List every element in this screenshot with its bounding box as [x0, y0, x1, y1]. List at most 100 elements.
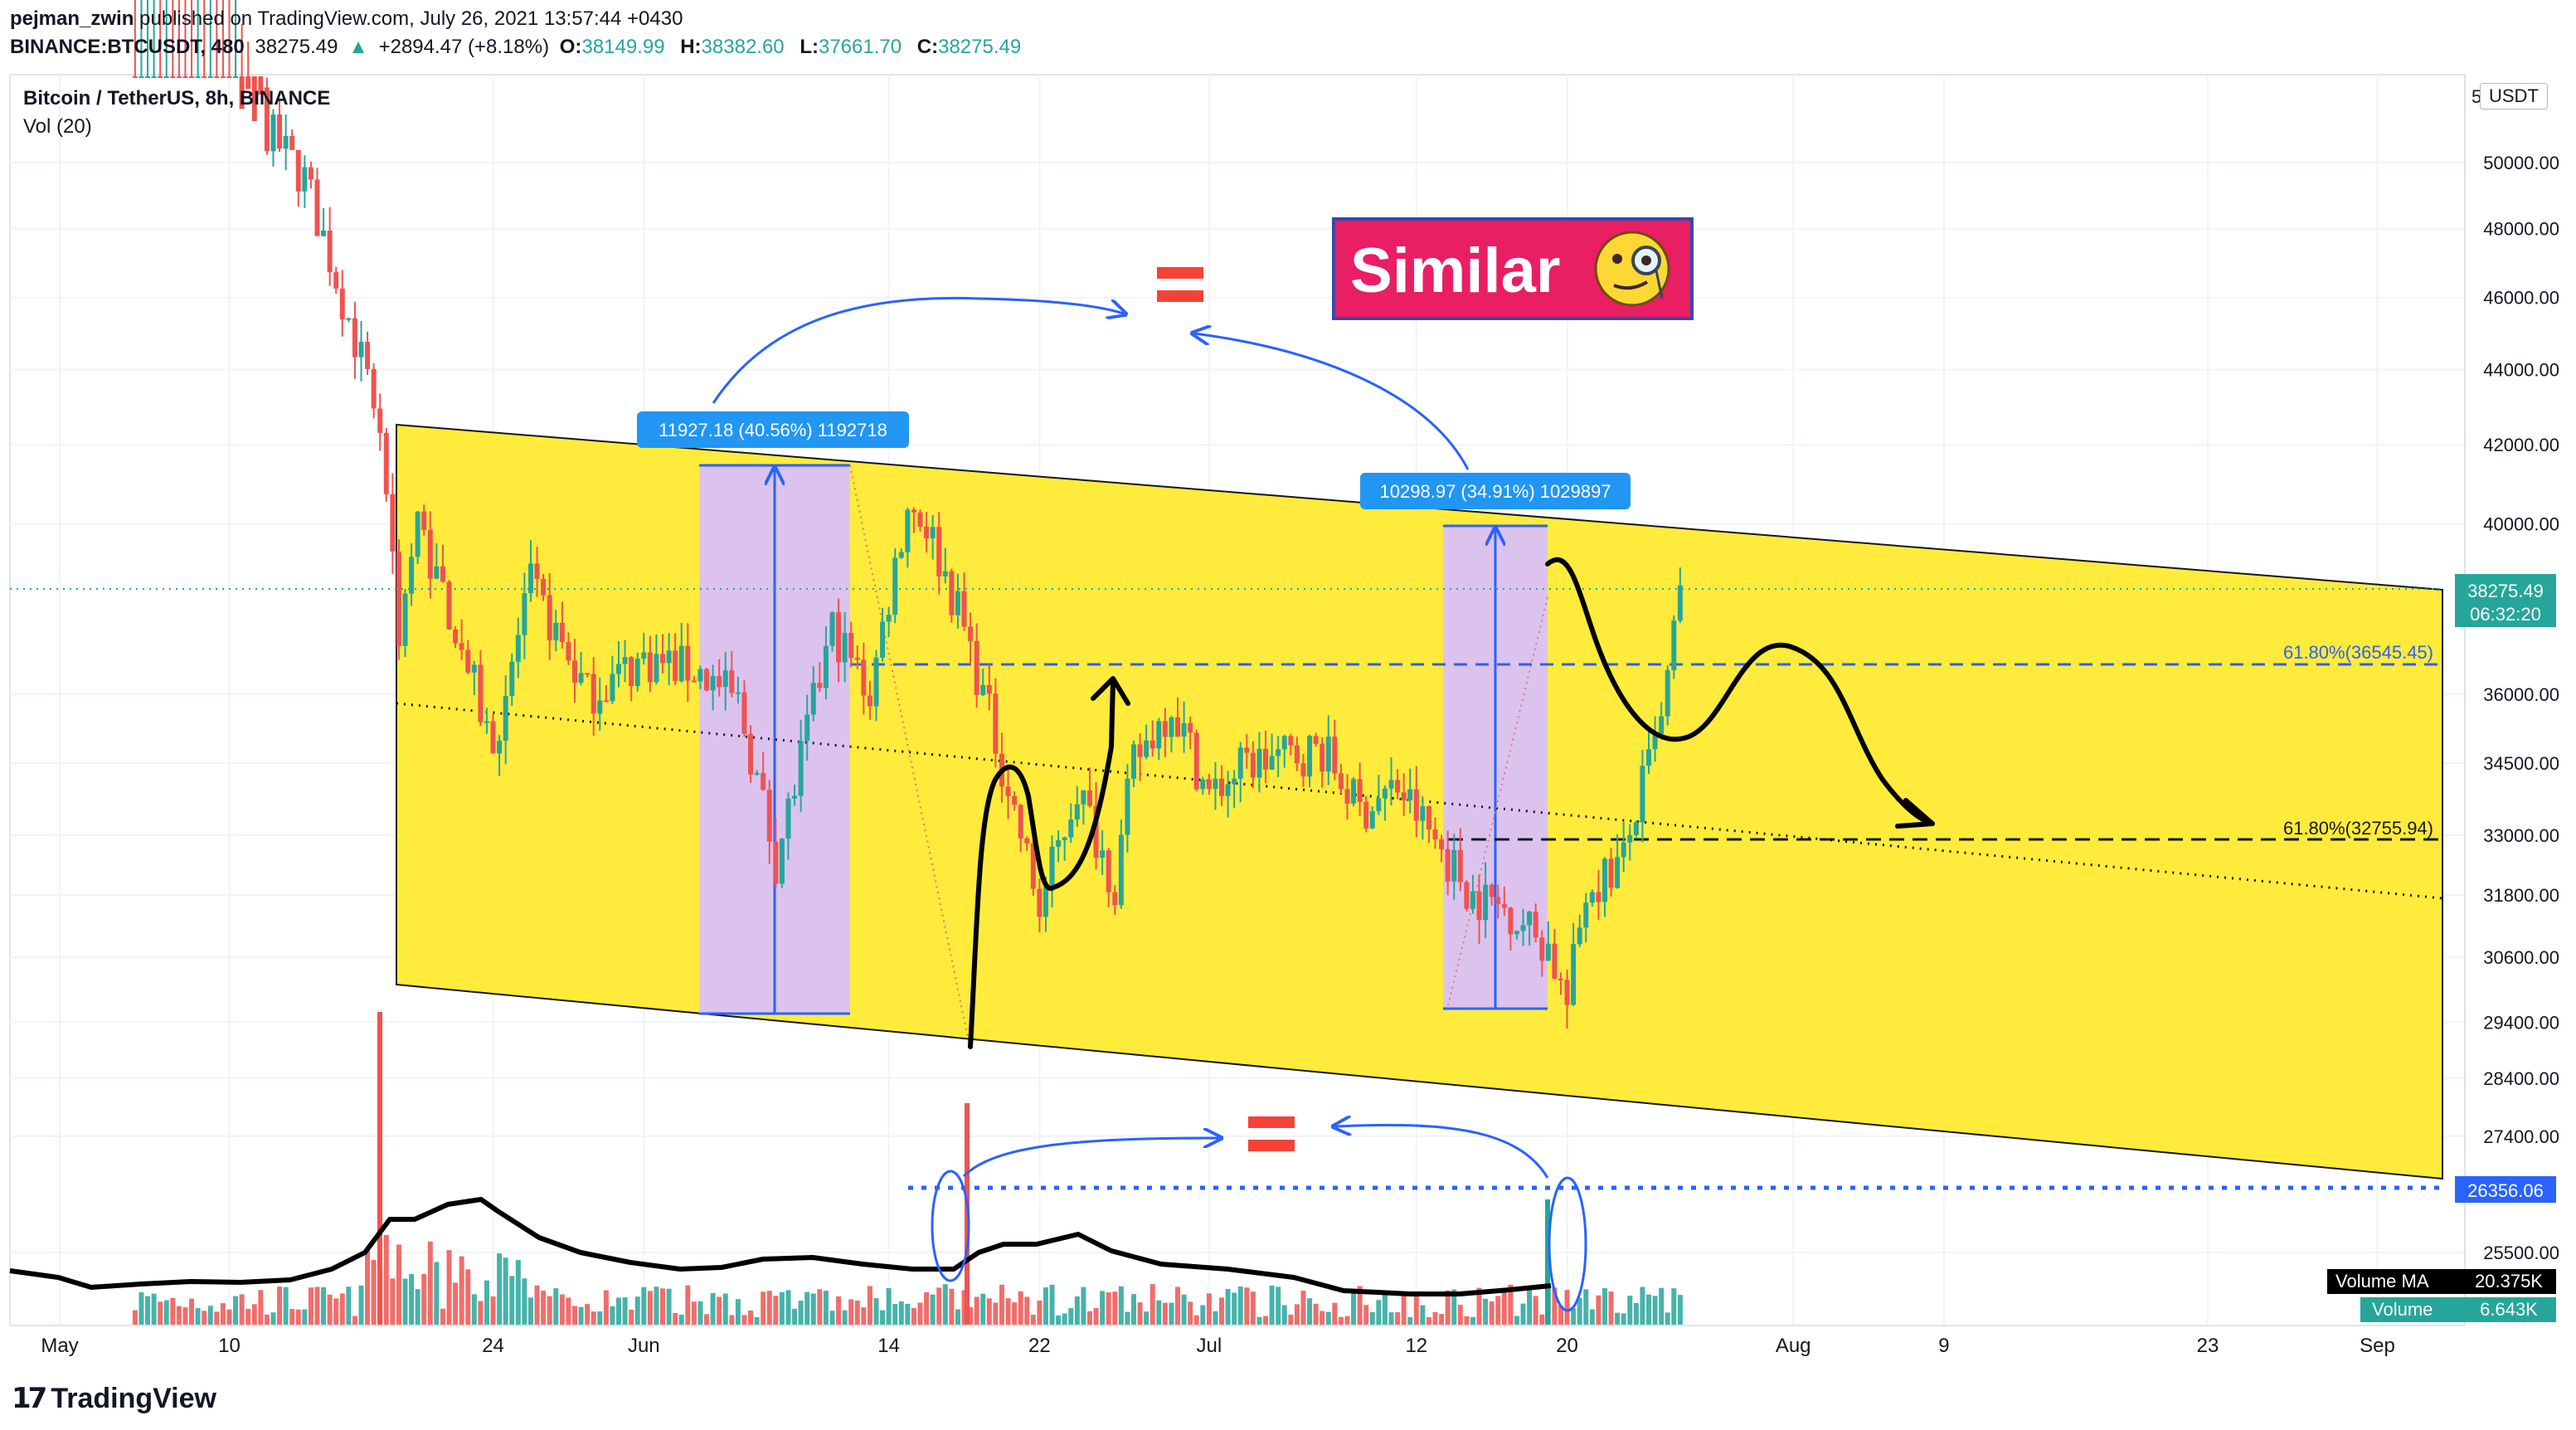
candle-body — [1338, 773, 1344, 790]
volume-bar — [1633, 1302, 1639, 1325]
volume-bar — [465, 1269, 471, 1325]
volume-bar — [1250, 1291, 1256, 1325]
volume-bar — [459, 1256, 464, 1325]
volume-bar — [1495, 1296, 1501, 1325]
volume-bar — [1144, 1311, 1149, 1325]
volume-bar — [503, 1257, 508, 1325]
candle-body — [202, 76, 207, 78]
level-price-tag: 26356.06 — [2455, 1176, 2556, 1203]
candle-body — [1659, 716, 1665, 734]
candle-body — [1344, 789, 1350, 804]
volume-bar — [1313, 1303, 1319, 1325]
candle-body — [139, 76, 144, 78]
candle-body — [754, 772, 760, 775]
time-tick-label: May — [41, 1335, 78, 1357]
candle-body — [634, 659, 640, 687]
volume-bar — [352, 1316, 357, 1325]
candle-body — [1043, 887, 1048, 917]
candle-body — [955, 591, 960, 615]
candle-body — [402, 593, 408, 646]
candle-body — [314, 179, 320, 236]
candle-body — [1237, 747, 1243, 779]
volume-bar — [189, 1298, 195, 1325]
price-axis[interactable] — [2465, 75, 2576, 1325]
candle-body — [1049, 846, 1055, 888]
candle-body — [1181, 722, 1187, 737]
candle-body — [170, 76, 176, 78]
candle-body — [836, 612, 842, 663]
price-tick-label: 48000.00 — [2483, 219, 2559, 240]
volume-bar — [748, 1310, 754, 1325]
candle-body — [1193, 732, 1199, 790]
candle-body — [591, 674, 596, 714]
equals-sign-1 — [1157, 267, 1203, 302]
volume-bar — [1508, 1284, 1514, 1325]
time-tick-label: 12 — [1405, 1335, 1427, 1357]
candle-body — [534, 563, 540, 579]
volume-bar — [220, 1303, 226, 1325]
chart-legend: Bitcoin / TetherUS, 8h, BINANCE Vol (20) — [23, 85, 330, 141]
candle-body — [773, 841, 779, 884]
volume-bar — [1181, 1294, 1187, 1325]
candle-body — [251, 76, 257, 122]
volume-bar — [1281, 1305, 1287, 1325]
candle-body — [1388, 780, 1394, 789]
volume-bar — [685, 1285, 691, 1325]
svg-text:06:32:20: 06:32:20 — [2470, 604, 2541, 625]
candle-body — [867, 695, 872, 707]
candle-body — [961, 591, 967, 627]
volume-bar — [1640, 1287, 1645, 1325]
volume-bar — [1005, 1298, 1011, 1325]
tradingview-icon: 𝟭𝟳 — [12, 1382, 47, 1415]
candles — [132, 0, 1683, 1029]
volume-bar — [440, 1308, 445, 1325]
price-tick-label: 28400.00 — [2483, 1068, 2559, 1089]
candle-body — [490, 721, 496, 754]
candle-body — [1106, 850, 1111, 893]
volume-bar — [1596, 1295, 1601, 1325]
time-tick-label: 10 — [218, 1335, 241, 1357]
candle-body — [509, 661, 515, 696]
time-tick-label: Aug — [1776, 1335, 1811, 1357]
candle-body — [1018, 805, 1023, 839]
svg-text:Volume MA: Volume MA — [2335, 1271, 2429, 1291]
candle-body — [396, 551, 401, 646]
volume-bar — [1401, 1294, 1407, 1325]
volume-bar — [358, 1285, 364, 1325]
volume-bar — [1577, 1297, 1582, 1325]
author-name[interactable]: pejman_zwin — [10, 7, 134, 30]
volume-bar — [1483, 1298, 1489, 1325]
volume-bar — [1244, 1287, 1250, 1325]
volume-bar — [195, 1308, 201, 1325]
candle-body — [1583, 902, 1589, 928]
volume-bar — [553, 1288, 559, 1325]
price-tick-label: 36000.00 — [2483, 684, 2559, 705]
svg-text:38275.49: 38275.49 — [2467, 581, 2544, 601]
volume-bar — [1256, 1316, 1262, 1325]
candle-body — [571, 660, 577, 683]
volume-bar — [766, 1291, 772, 1325]
candle-body — [358, 342, 364, 358]
chart-title: Bitcoin / TetherUS, 8h, BINANCE — [23, 87, 331, 109]
volume-bar — [1671, 1288, 1677, 1325]
candle-body — [980, 684, 986, 695]
hand-arrowhead-1 — [1091, 676, 1130, 706]
currency-badge[interactable]: USDT — [2480, 83, 2548, 109]
volume-bar — [1351, 1293, 1357, 1325]
volume-bar — [1225, 1288, 1231, 1325]
candle-body — [1112, 892, 1118, 906]
volume-bar — [578, 1306, 584, 1325]
volume-bar — [453, 1282, 459, 1325]
volume-ma-line — [9, 1197, 1552, 1296]
candle-body — [1074, 804, 1080, 820]
volume-bar — [660, 1288, 666, 1325]
volume-bar — [478, 1301, 484, 1325]
candle-body — [1206, 780, 1212, 790]
volume-bar — [226, 1309, 232, 1325]
symbol-label: BINANCE:BTCUSDT, 480 — [10, 36, 245, 58]
volume-bar — [1665, 1312, 1670, 1325]
volume-bar — [339, 1293, 345, 1325]
volume-bar — [1062, 1313, 1067, 1325]
volume-bar — [854, 1301, 860, 1325]
